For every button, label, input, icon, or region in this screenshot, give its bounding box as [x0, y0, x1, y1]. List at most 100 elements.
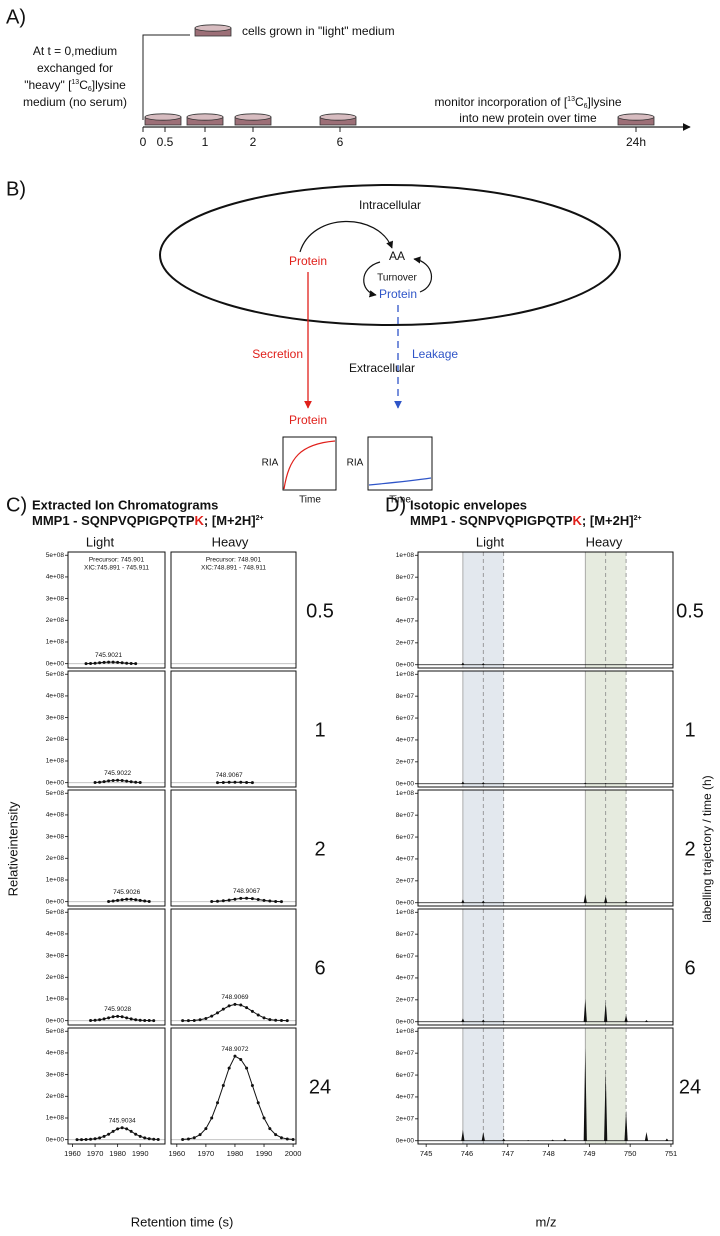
- x-tick-label: 1960: [168, 1149, 185, 1158]
- data-point: [138, 898, 142, 902]
- column-label: Light: [476, 534, 505, 549]
- data-point: [192, 1018, 196, 1022]
- y-tick-label: 1e+08: [396, 909, 415, 916]
- y-tick-label: 4e+08: [46, 1050, 65, 1057]
- data-point: [98, 780, 102, 784]
- node-label: Protein: [379, 287, 417, 301]
- spectral-peak: [481, 663, 485, 665]
- spectral-peak: [481, 1131, 485, 1141]
- data-point: [204, 1127, 208, 1131]
- panel-subtitle-part: ; [M+2H]: [204, 513, 256, 528]
- note-line: "heavy" [13C6]lysine: [24, 78, 126, 93]
- data-point: [84, 662, 88, 666]
- spectral-peak: [481, 782, 485, 784]
- timepoint-label: 0: [140, 135, 147, 149]
- data-point: [186, 1137, 190, 1141]
- monitor-note: into new protein over time: [459, 111, 597, 125]
- node-label: AA: [389, 249, 405, 263]
- data-point: [116, 898, 120, 902]
- data-point: [210, 1116, 214, 1120]
- data-point: [268, 1018, 272, 1022]
- y-tick-label: 8e+07: [396, 931, 415, 938]
- light-note: cells grown in "light" medium: [242, 24, 395, 38]
- data-point: [134, 1018, 138, 1022]
- data-point: [192, 1136, 196, 1140]
- y-tick-label: 0e+00: [396, 780, 415, 787]
- spectral-peak: [502, 664, 506, 665]
- panel-subtitle-part: 2+: [634, 515, 642, 522]
- data-point: [116, 778, 120, 782]
- chromatogram-line: [108, 898, 150, 902]
- monitor-note-part: 6: [584, 103, 588, 110]
- data-point: [262, 1116, 266, 1120]
- spectral-peak: [624, 1110, 628, 1141]
- peak-label: 748.9069: [221, 994, 248, 1001]
- data-point: [138, 1134, 142, 1138]
- data-point: [134, 662, 138, 666]
- data-point: [216, 1101, 220, 1105]
- data-point: [186, 1019, 190, 1023]
- spectral-peak: [481, 1019, 485, 1022]
- y-tick-label: 0e+00: [396, 899, 415, 906]
- spectral-peak: [644, 1131, 649, 1141]
- data-point: [120, 661, 124, 665]
- y-tick-label: 1e+08: [46, 1115, 65, 1122]
- plot-frame: [170, 1027, 297, 1145]
- compartment-label: Intracellular: [359, 198, 421, 212]
- y-tick-label: 5e+08: [46, 552, 65, 559]
- y-tick-label: 2e+07: [396, 997, 415, 1004]
- row-label: 2: [684, 838, 695, 860]
- data-point: [221, 780, 225, 784]
- spectral-peak: [604, 783, 608, 784]
- data-point: [102, 1134, 106, 1138]
- y-tick-label: 3e+08: [46, 1071, 65, 1078]
- peak-label: 748.9067: [216, 772, 243, 779]
- plot-frame: [417, 670, 674, 788]
- data-point: [262, 898, 266, 902]
- y-tick-label: 0e+00: [396, 661, 415, 668]
- y-tick-label: 1e+08: [396, 1028, 415, 1035]
- data-point: [227, 898, 231, 902]
- data-point: [134, 780, 138, 784]
- data-point: [279, 1136, 283, 1140]
- data-point: [227, 1004, 231, 1008]
- panel-label: B): [6, 178, 26, 200]
- timepoint-label: 1: [202, 135, 209, 149]
- y-tick-label: 0e+00: [46, 898, 65, 905]
- data-point: [147, 1019, 151, 1023]
- plot-frame: [67, 908, 166, 1026]
- x-axis-label: Retention time (s): [131, 1214, 234, 1229]
- y-tick-label: 0e+00: [46, 1017, 65, 1024]
- data-point: [134, 1132, 138, 1136]
- x-tick-label: 751: [665, 1149, 678, 1158]
- data-point: [93, 661, 97, 665]
- chromatogram-line: [182, 1055, 294, 1140]
- data-point: [152, 1137, 156, 1141]
- data-point: [250, 1009, 254, 1013]
- plot-frame: [67, 789, 166, 907]
- spectral-peak: [665, 1138, 669, 1141]
- data-point: [120, 778, 124, 782]
- spectral-peak: [644, 1020, 649, 1022]
- data-point: [227, 780, 231, 784]
- data-point: [125, 779, 129, 783]
- y-tick-label: 1e+08: [396, 552, 415, 559]
- plot-frame: [170, 908, 297, 1026]
- annotation: XIC:745.891 - 745.911: [84, 565, 149, 572]
- panel-subtitle-part: ; [M+2H]: [582, 513, 634, 528]
- node-label: Protein: [289, 413, 327, 427]
- plot-frame: [417, 551, 674, 669]
- spectral-peak: [526, 1140, 530, 1141]
- plot-frame: [170, 789, 297, 907]
- y-tick-label: 2e+07: [396, 878, 415, 885]
- data-point: [107, 1016, 111, 1020]
- plot-frame: [67, 670, 166, 788]
- data-point: [233, 780, 237, 784]
- data-point: [233, 1002, 237, 1006]
- ria-plot-frame: [282, 436, 337, 491]
- y-tick-label: 4e+07: [396, 1094, 415, 1101]
- x-tick-label: 1980: [109, 1149, 126, 1158]
- annotation: Precursor: 745.901: [89, 557, 145, 564]
- panel-subtitle-part: K: [195, 513, 205, 528]
